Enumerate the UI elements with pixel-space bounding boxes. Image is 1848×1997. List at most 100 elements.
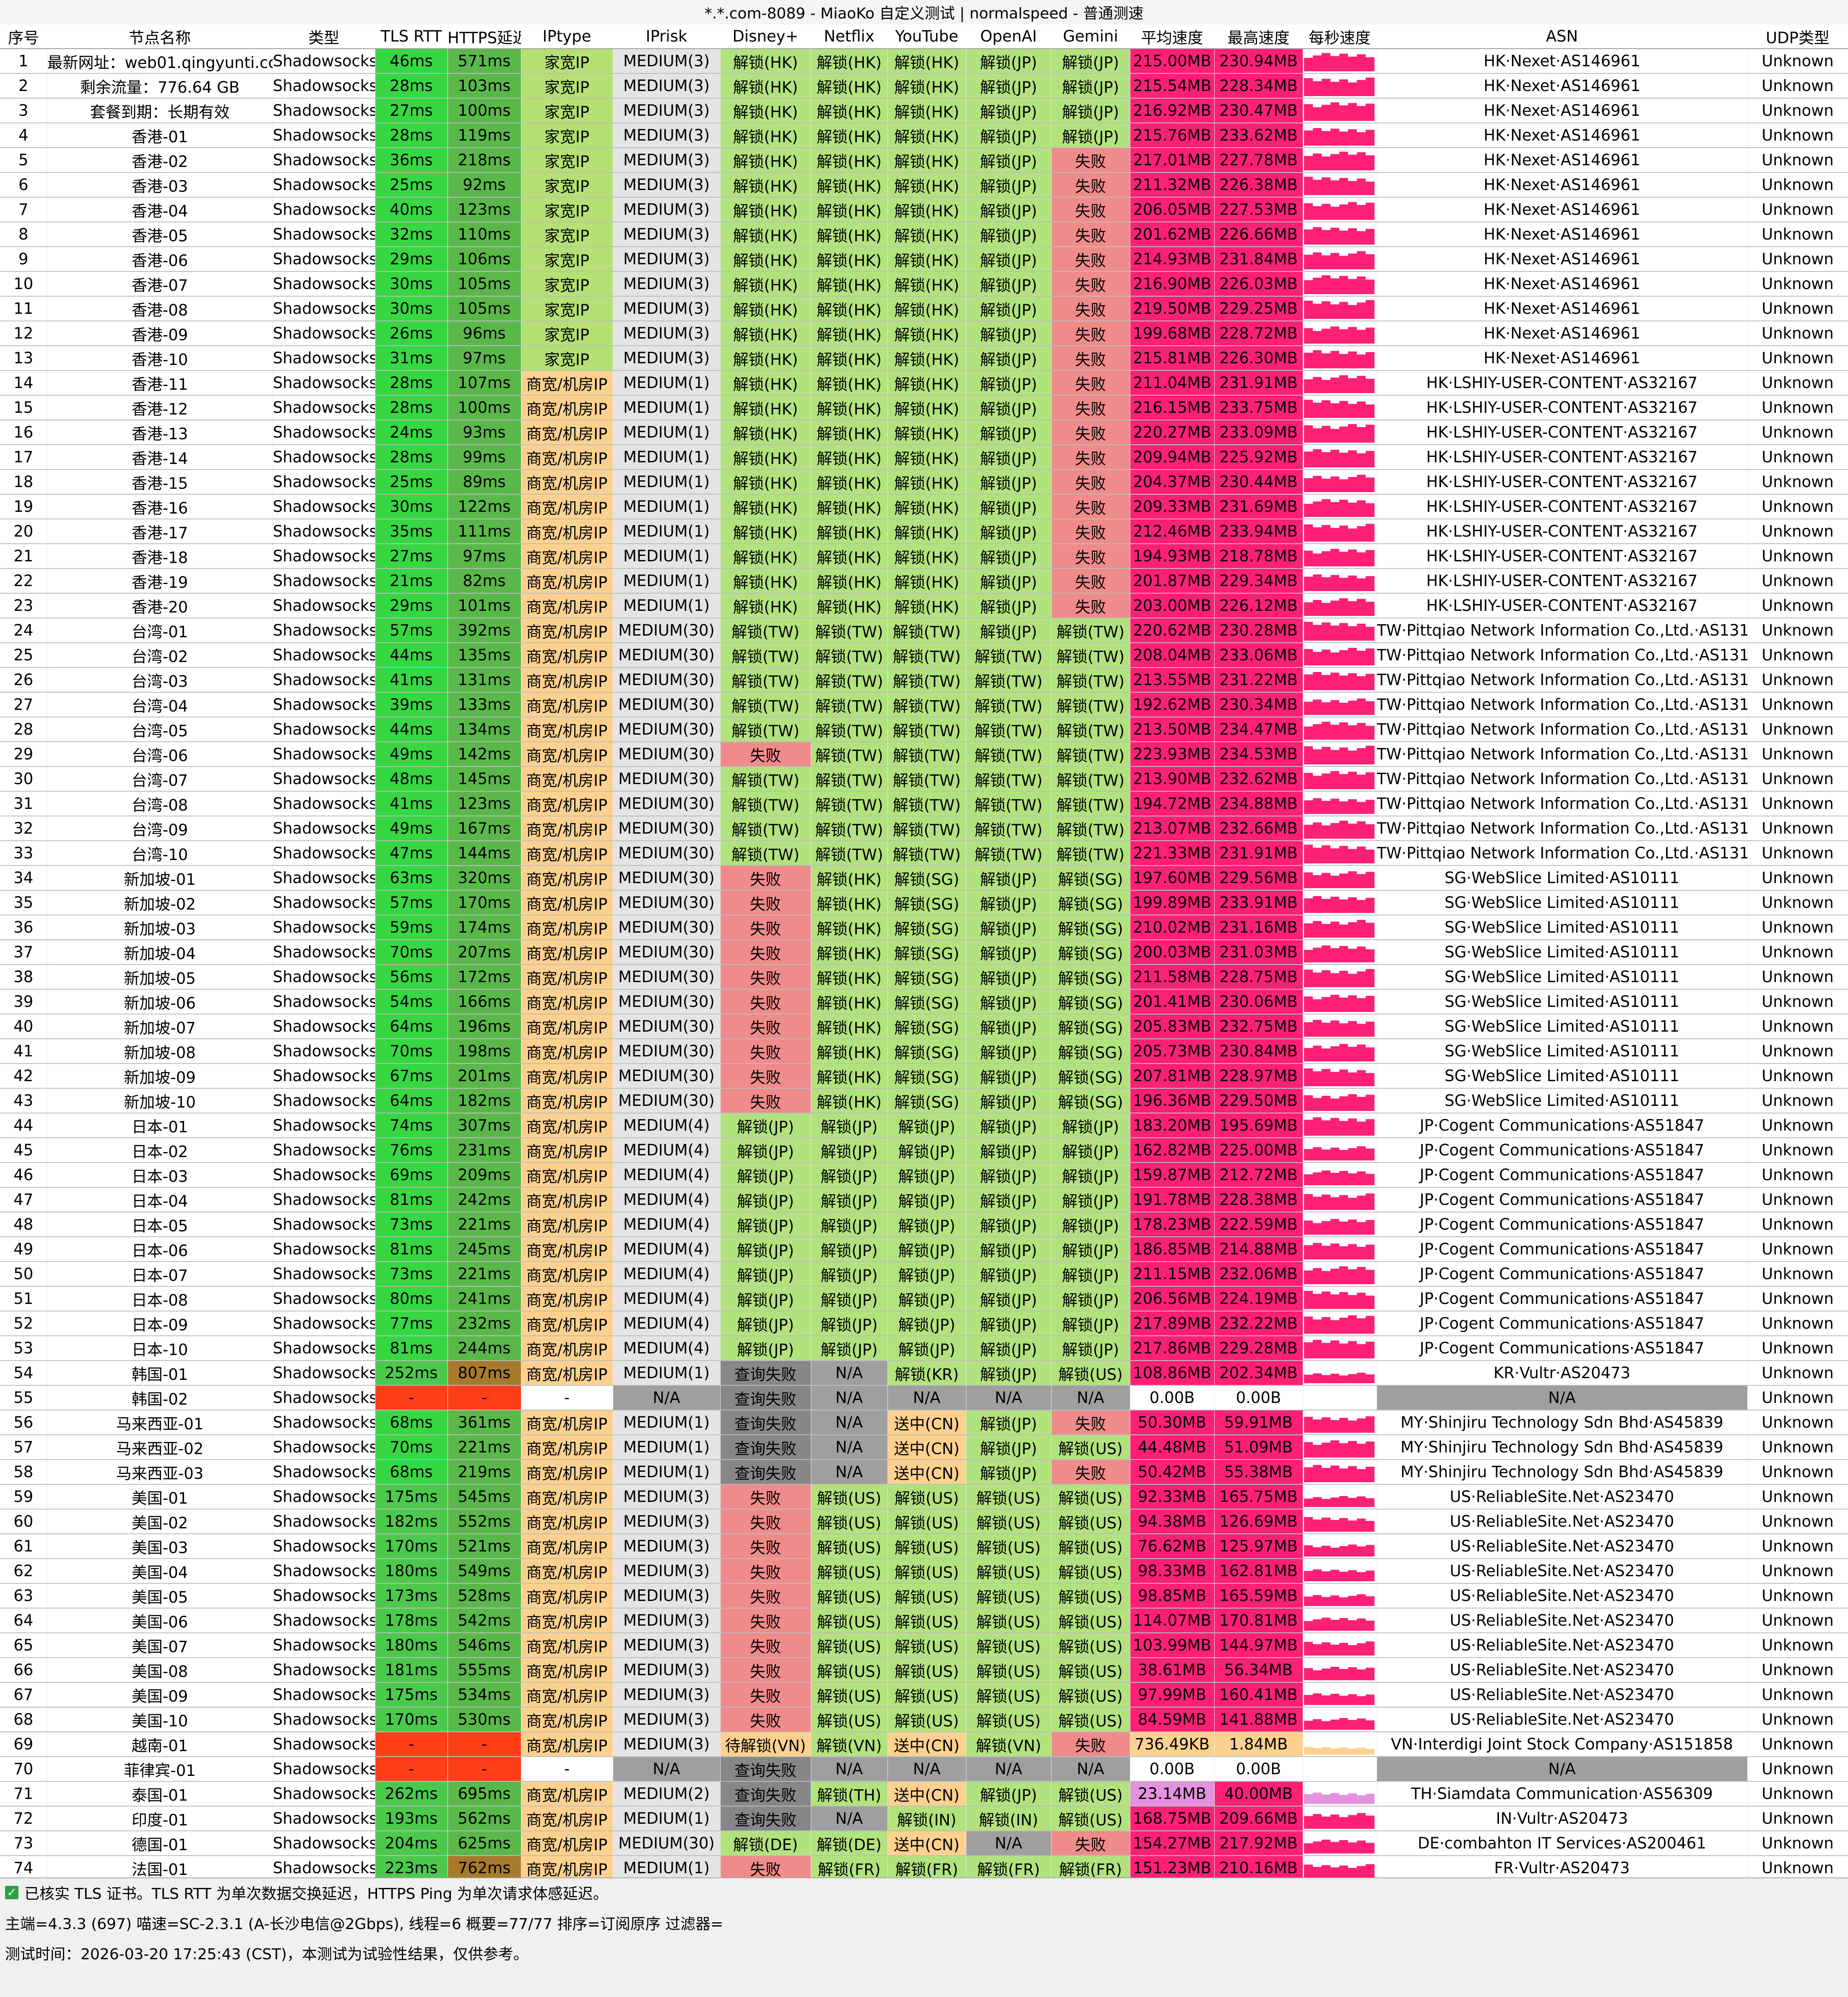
table-row[interactable]: 29 台湾-06 Shadowsocks 49ms 142ms 商宽/机房IP MEDIUM…	[0, 742, 1848, 767]
table-row[interactable]: 20 香港-17 Shadowsocks 35ms 111ms 商宽/机房IP MEDIUM…	[0, 519, 1848, 544]
col-header-disney[interactable]: Disney+	[720, 24, 811, 49]
table-row[interactable]: 4 香港-01 Shadowsocks 28ms 119ms 家宽IP MEDIUM(3) 解…	[0, 123, 1848, 148]
col-header-index[interactable]: 序号	[0, 24, 47, 49]
table-row[interactable]: 57 马来西亚-02 Shadowsocks 70ms 221ms 商宽/机房IP MEDI…	[0, 1435, 1848, 1460]
table-row[interactable]: 59 美国-01 Shadowsocks 175ms 545ms 商宽/机房IP MEDIU…	[0, 1484, 1848, 1509]
table-row[interactable]: 6 香港-03 Shadowsocks 25ms 92ms 家宽IP MEDIUM(3) 解锁…	[0, 172, 1848, 198]
table-row[interactable]: 12 香港-09 Shadowsocks 26ms 96ms 家宽IP MEDIUM(3) 解…	[0, 321, 1848, 346]
col-header-udp-type[interactable]: UDP类型	[1747, 24, 1848, 49]
table-row[interactable]: 17 香港-14 Shadowsocks 28ms 99ms 商宽/机房IP MEDIUM(…	[0, 445, 1848, 470]
table-row[interactable]: 65 美国-07 Shadowsocks 180ms 546ms 商宽/机房IP MEDIU…	[0, 1633, 1848, 1658]
col-header-node-name[interactable]: 节点名称	[47, 24, 273, 49]
table-row[interactable]: 14 香港-11 Shadowsocks 28ms 107ms 商宽/机房IP MEDIUM…	[0, 370, 1848, 396]
table-row[interactable]: 36 新加坡-03 Shadowsocks 59ms 174ms 商宽/机房IP MEDIU…	[0, 915, 1848, 940]
table-row[interactable]: 49 日本-06 Shadowsocks 81ms 245ms 商宽/机房IP MEDIUM…	[0, 1237, 1848, 1262]
table-row[interactable]: 55 韩国-02 Shadowsocks - - - N/A 查询失败 N/A N/A N/A N/A…	[0, 1385, 1848, 1410]
table-row[interactable]: 71 泰国-01 Shadowsocks 262ms 695ms 商宽/机房IP MEDIU…	[0, 1781, 1848, 1807]
table-row[interactable]: 27 台湾-04 Shadowsocks 39ms 133ms 商宽/机房IP MEDIUM…	[0, 692, 1848, 717]
table-row[interactable]: 62 美国-04 Shadowsocks 180ms 549ms 商宽/机房IP MEDIU…	[0, 1559, 1848, 1584]
col-header-openai[interactable]: OpenAI	[966, 24, 1051, 49]
table-row[interactable]: 72 印度-01 Shadowsocks 193ms 562ms 商宽/机房IP MEDIU…	[0, 1806, 1848, 1831]
table-row[interactable]: 5 香港-02 Shadowsocks 36ms 218ms 家宽IP MEDIUM(3) 解…	[0, 148, 1848, 173]
table-row[interactable]: 69 越南-01 Shadowsocks - - 商宽/机房IP MEDIUM(3) 待解锁(…	[0, 1732, 1848, 1757]
table-row[interactable]: 22 香港-19 Shadowsocks 21ms 82ms 商宽/机房IP MEDIUM(…	[0, 568, 1848, 594]
table-row[interactable]: 24 台湾-01 Shadowsocks 57ms 392ms 商宽/机房IP MEDIUM…	[0, 618, 1848, 643]
col-header-type[interactable]: 类型	[273, 24, 375, 49]
table-row[interactable]: 15 香港-12 Shadowsocks 28ms 100ms 商宽/机房IP MEDIUM…	[0, 395, 1848, 420]
speed-sparkline-bar	[1330, 403, 1339, 418]
table-row[interactable]: 30 台湾-07 Shadowsocks 48ms 145ms 商宽/机房IP MEDIUM…	[0, 766, 1848, 792]
table-row[interactable]: 70 菲律宾-01 Shadowsocks - - - N/A 查询失败 N/A N/A N/A N/…	[0, 1757, 1848, 1782]
table-row[interactable]: 16 香港-13 Shadowsocks 24ms 93ms 商宽/机房IP MEDIUM(…	[0, 420, 1848, 445]
table-row[interactable]: 40 新加坡-07 Shadowsocks 64ms 196ms 商宽/机房IP MEDIU…	[0, 1014, 1848, 1039]
table-row[interactable]: 3 套餐到期：长期有效 Shadowsocks 27ms 100ms 家宽IP MEDIUM…	[0, 98, 1848, 123]
table-row[interactable]: 54 韩国-01 Shadowsocks 252ms 807ms 商宽/机房IP MEDIU…	[0, 1361, 1848, 1386]
table-row[interactable]: 39 新加坡-06 Shadowsocks 54ms 166ms 商宽/机房IP MEDIU…	[0, 989, 1848, 1014]
col-header-gemini[interactable]: Gemini	[1051, 24, 1130, 49]
table-row[interactable]: 50 日本-07 Shadowsocks 73ms 221ms 商宽/机房IP MEDIUM…	[0, 1262, 1848, 1287]
table-row[interactable]: 33 台湾-10 Shadowsocks 47ms 144ms 商宽/机房IP MEDIUM…	[0, 841, 1848, 866]
table-row[interactable]: 52 日本-09 Shadowsocks 77ms 232ms 商宽/机房IP MEDIUM…	[0, 1311, 1848, 1336]
table-row[interactable]: 21 香港-18 Shadowsocks 27ms 97ms 商宽/机房IP MEDIUM(…	[0, 544, 1848, 569]
table-row[interactable]: 44 日本-01 Shadowsocks 74ms 307ms 商宽/机房IP MEDIUM…	[0, 1113, 1848, 1138]
col-header-avg-speed[interactable]: 平均速度	[1130, 24, 1214, 49]
table-row[interactable]: 2 剩余流量：776.64 GB Shadowsocks 28ms 103ms 家宽IP M…	[0, 73, 1848, 99]
table-row[interactable]: 66 美国-08 Shadowsocks 181ms 555ms 商宽/机房IP MEDIU…	[0, 1658, 1848, 1683]
table-row[interactable]: 37 新加坡-04 Shadowsocks 70ms 207ms 商宽/机房IP MEDIU…	[0, 940, 1848, 965]
table-row[interactable]: 45 日本-02 Shadowsocks 76ms 231ms 商宽/机房IP MEDIUM…	[0, 1138, 1848, 1163]
table-row[interactable]: 34 新加坡-01 Shadowsocks 63ms 320ms 商宽/机房IP MEDIU…	[0, 866, 1848, 891]
table-row[interactable]: 1 最新网址：web01.qingyunti.cc Shadowsocks 46ms 5…	[0, 49, 1848, 74]
table-row[interactable]: 26 台湾-03 Shadowsocks 41ms 131ms 商宽/机房IP MEDIUM…	[0, 667, 1848, 693]
table-row[interactable]: 53 日本-10 Shadowsocks 81ms 244ms 商宽/机房IP MEDIUM…	[0, 1336, 1848, 1361]
table-row[interactable]: 73 德国-01 Shadowsocks 204ms 625ms 商宽/机房IP MEDIU…	[0, 1831, 1848, 1856]
col-header-per-second-speed[interactable]: 每秒速度	[1303, 24, 1377, 49]
table-row[interactable]: 63 美国-05 Shadowsocks 173ms 528ms 商宽/机房IP MEDIU…	[0, 1583, 1848, 1609]
table-row[interactable]: 43 新加坡-10 Shadowsocks 64ms 182ms 商宽/机房IP MEDIU…	[0, 1088, 1848, 1113]
cell-index: 2	[0, 73, 47, 99]
col-header-tls-rtt[interactable]: TLS RTT	[375, 24, 448, 49]
table-row[interactable]: 19 香港-16 Shadowsocks 30ms 122ms 商宽/机房IP MEDIUM…	[0, 494, 1848, 519]
table-row[interactable]: 68 美国-10 Shadowsocks 170ms 530ms 商宽/机房IP MEDIU…	[0, 1707, 1848, 1732]
cell-netflix: 解锁(TH)	[811, 1781, 888, 1807]
table-row[interactable]: 58 马来西亚-03 Shadowsocks 68ms 219ms 商宽/机房IP MEDI…	[0, 1460, 1848, 1485]
col-header-netflix[interactable]: Netflix	[811, 24, 888, 49]
col-header-max-speed[interactable]: 最高速度	[1214, 24, 1303, 49]
cell-index: 64	[0, 1608, 47, 1633]
table-row[interactable]: 23 香港-20 Shadowsocks 29ms 101ms 商宽/机房IP MEDIUM…	[0, 593, 1848, 618]
table-row[interactable]: 10 香港-07 Shadowsocks 30ms 105ms 家宽IP MEDIUM(3)…	[0, 271, 1848, 297]
col-header-iptype[interactable]: IPtype	[521, 24, 613, 49]
table-row[interactable]: 47 日本-04 Shadowsocks 81ms 242ms 商宽/机房IP MEDIUM…	[0, 1187, 1848, 1212]
table-row[interactable]: 64 美国-06 Shadowsocks 178ms 542ms 商宽/机房IP MEDIU…	[0, 1608, 1848, 1633]
table-row[interactable]: 41 新加坡-08 Shadowsocks 70ms 198ms 商宽/机房IP MEDIU…	[0, 1039, 1848, 1064]
speed-sparkline-bar	[1322, 1571, 1330, 1581]
table-row[interactable]: 31 台湾-08 Shadowsocks 41ms 123ms 商宽/机房IP MEDIUM…	[0, 791, 1848, 816]
cell-udp-type: Unknown	[1747, 915, 1848, 940]
col-header-https-delay[interactable]: HTTPS延迟	[448, 24, 521, 49]
table-row[interactable]: 51 日本-08 Shadowsocks 80ms 241ms 商宽/机房IP MEDIUM…	[0, 1286, 1848, 1311]
table-row[interactable]: 8 香港-05 Shadowsocks 32ms 110ms 家宽IP MEDIUM(3) 解…	[0, 222, 1848, 247]
col-header-iprisk[interactable]: IPrisk	[613, 24, 720, 49]
table-row[interactable]: 25 台湾-02 Shadowsocks 44ms 135ms 商宽/机房IP MEDIUM…	[0, 643, 1848, 668]
table-row[interactable]: 9 香港-06 Shadowsocks 29ms 106ms 家宽IP MEDIUM(3) 解…	[0, 247, 1848, 272]
table-row[interactable]: 35 新加坡-02 Shadowsocks 57ms 170ms 商宽/机房IP MEDIU…	[0, 890, 1848, 915]
table-row[interactable]: 38 新加坡-05 Shadowsocks 56ms 172ms 商宽/机房IP MEDIU…	[0, 965, 1848, 990]
table-row[interactable]: 56 马来西亚-01 Shadowsocks 68ms 361ms 商宽/机房IP MEDI…	[0, 1410, 1848, 1435]
speed-sparkline-bar	[1322, 425, 1330, 443]
table-row[interactable]: 13 香港-10 Shadowsocks 31ms 97ms 家宽IP MEDIUM(3) 解…	[0, 346, 1848, 371]
table-row[interactable]: 60 美国-02 Shadowsocks 182ms 552ms 商宽/机房IP MEDIU…	[0, 1509, 1848, 1534]
table-row[interactable]: 48 日本-05 Shadowsocks 73ms 221ms 商宽/机房IP MEDIUM…	[0, 1212, 1848, 1237]
table-row[interactable]: 7 香港-04 Shadowsocks 40ms 123ms 家宽IP MEDIUM(3) 解…	[0, 197, 1848, 222]
table-row[interactable]: 11 香港-08 Shadowsocks 30ms 105ms 家宽IP MEDIUM(3)…	[0, 296, 1848, 321]
cell-avg-speed: 199.89MB	[1130, 890, 1215, 915]
table-row[interactable]: 18 香港-15 Shadowsocks 25ms 89ms 商宽/机房IP MEDIUM(…	[0, 469, 1848, 495]
table-row[interactable]: 46 日本-03 Shadowsocks 69ms 209ms 商宽/机房IP MEDIUM…	[0, 1163, 1848, 1188]
table-row[interactable]: 28 台湾-05 Shadowsocks 44ms 134ms 商宽/机房IP MEDIUM…	[0, 717, 1848, 742]
col-header-asn[interactable]: ASN	[1377, 24, 1747, 49]
table-row[interactable]: 67 美国-09 Shadowsocks 175ms 534ms 商宽/机房IP MEDIU…	[0, 1682, 1848, 1708]
table-row[interactable]: 32 台湾-09 Shadowsocks 49ms 167ms 商宽/机房IP MEDIUM…	[0, 816, 1848, 841]
table-row[interactable]: 74 法国-01 Shadowsocks 223ms 762ms 商宽/机房IP MEDIU…	[0, 1856, 1848, 1881]
cell-iptype: 商宽/机房IP	[521, 1336, 613, 1361]
table-row[interactable]: 42 新加坡-09 Shadowsocks 67ms 201ms 商宽/机房IP MEDIU…	[0, 1064, 1848, 1089]
col-header-youtube[interactable]: YouTube	[888, 24, 966, 49]
table-row[interactable]: 61 美国-03 Shadowsocks 170ms 521ms 商宽/机房IP MEDIU…	[0, 1534, 1848, 1559]
